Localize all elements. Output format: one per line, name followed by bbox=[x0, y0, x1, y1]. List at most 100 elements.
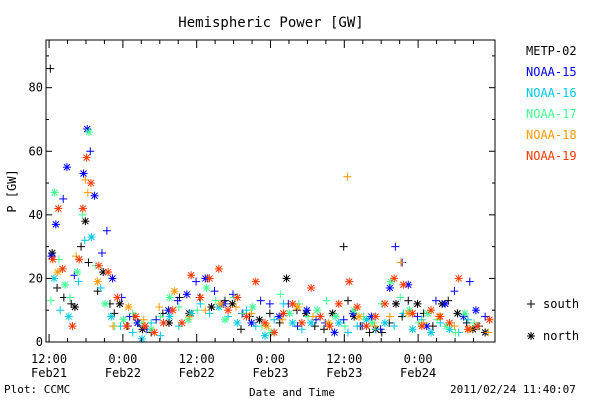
south-marker bbox=[185, 312, 194, 321]
y-axis: 0 20 40 60 80 bbox=[29, 55, 495, 349]
south-marker bbox=[390, 322, 399, 331]
legend-series-label: NOAA-17 bbox=[526, 107, 577, 121]
x-axis: 12:00Feb210:00Feb2212:00Feb220:00Feb2312… bbox=[31, 40, 474, 380]
north-marker bbox=[325, 322, 334, 331]
south-marker bbox=[404, 296, 413, 305]
south-marker bbox=[265, 299, 274, 308]
north-marker bbox=[113, 293, 122, 302]
south-marker bbox=[83, 188, 92, 197]
south-marker bbox=[419, 318, 428, 327]
south-marker bbox=[84, 258, 93, 267]
north-marker bbox=[165, 312, 174, 321]
north-marker bbox=[527, 332, 535, 340]
south-marker bbox=[128, 328, 137, 337]
south-marker bbox=[377, 328, 386, 337]
north-marker bbox=[75, 255, 84, 264]
south-marker bbox=[173, 296, 182, 305]
north-marker bbox=[251, 277, 260, 286]
north-marker bbox=[307, 283, 316, 292]
x-tick-date-label: Feb24 bbox=[400, 366, 436, 380]
south-marker bbox=[371, 325, 380, 334]
north-marker bbox=[399, 280, 408, 289]
data-markers bbox=[46, 64, 494, 343]
north-marker bbox=[385, 283, 394, 292]
north-marker bbox=[85, 128, 94, 137]
north-marker bbox=[307, 318, 316, 327]
south-marker bbox=[353, 322, 362, 331]
north-marker bbox=[58, 264, 67, 273]
north-marker bbox=[131, 312, 140, 321]
north-marker bbox=[260, 318, 269, 327]
north-marker bbox=[353, 303, 362, 312]
south-marker bbox=[228, 290, 237, 299]
south-marker bbox=[77, 242, 86, 251]
north-marker bbox=[101, 299, 110, 308]
x-tick-date-label: Feb22 bbox=[105, 366, 141, 380]
south-marker bbox=[343, 172, 352, 181]
legend: METP-02 NOAA-15 NOAA-16 NOAA-17 NOAA-18 NOAA-… bbox=[526, 44, 579, 343]
south-marker bbox=[236, 325, 245, 334]
north-marker bbox=[362, 322, 371, 331]
x-tick-time-label: 12:00 bbox=[179, 352, 215, 366]
south-marker bbox=[339, 242, 348, 251]
south-marker bbox=[265, 309, 274, 318]
north-marker bbox=[73, 268, 82, 277]
north-marker bbox=[408, 325, 417, 334]
south-marker bbox=[396, 258, 405, 267]
south-marker bbox=[80, 236, 89, 245]
south-marker bbox=[53, 283, 62, 292]
south-marker bbox=[365, 328, 374, 337]
north-marker bbox=[122, 322, 131, 331]
north-marker bbox=[53, 268, 62, 277]
north-marker bbox=[285, 309, 294, 318]
north-marker bbox=[233, 293, 242, 302]
north-marker bbox=[282, 274, 291, 283]
north-marker bbox=[124, 303, 133, 312]
north-marker bbox=[94, 261, 103, 270]
y-tick-label: 0 bbox=[36, 335, 43, 349]
south-marker bbox=[385, 312, 394, 321]
legend-series-label: NOAA-18 bbox=[526, 128, 577, 142]
north-marker bbox=[247, 318, 256, 327]
north-marker bbox=[177, 318, 186, 327]
north-marker bbox=[187, 309, 196, 318]
north-marker bbox=[224, 306, 233, 315]
north-marker bbox=[68, 322, 77, 331]
plot-credit: Plot: CCMC bbox=[4, 383, 71, 396]
north-marker bbox=[441, 299, 450, 308]
north-marker bbox=[170, 287, 179, 296]
north-marker bbox=[214, 264, 223, 273]
south-marker bbox=[391, 242, 400, 251]
south-marker bbox=[78, 210, 87, 219]
north-marker bbox=[196, 293, 205, 302]
north-marker bbox=[168, 306, 177, 315]
north-marker bbox=[87, 233, 96, 242]
south-marker bbox=[220, 296, 229, 305]
x-tick-date-label: Feb22 bbox=[179, 366, 215, 380]
north-marker bbox=[104, 268, 113, 277]
north-marker bbox=[182, 290, 191, 299]
south-marker bbox=[279, 299, 288, 308]
north-marker bbox=[260, 331, 269, 340]
north-marker bbox=[463, 325, 472, 334]
north-marker bbox=[64, 312, 73, 321]
north-marker bbox=[228, 299, 237, 308]
south-marker bbox=[175, 293, 184, 302]
north-marker bbox=[81, 217, 90, 226]
south-marker bbox=[46, 296, 55, 305]
south-marker bbox=[343, 296, 352, 305]
y-tick-label: 40 bbox=[29, 208, 43, 222]
south-marker bbox=[46, 64, 55, 73]
south-marker bbox=[451, 328, 460, 337]
south-marker bbox=[109, 322, 118, 331]
north-marker bbox=[90, 191, 99, 200]
north-marker bbox=[445, 318, 454, 327]
north-marker bbox=[150, 328, 159, 337]
south-marker bbox=[370, 322, 379, 331]
north-marker bbox=[86, 179, 95, 188]
south-marker bbox=[320, 325, 329, 334]
north-marker bbox=[391, 299, 400, 308]
north-marker bbox=[371, 312, 380, 321]
north-marker bbox=[216, 299, 225, 308]
north-marker bbox=[413, 299, 422, 308]
